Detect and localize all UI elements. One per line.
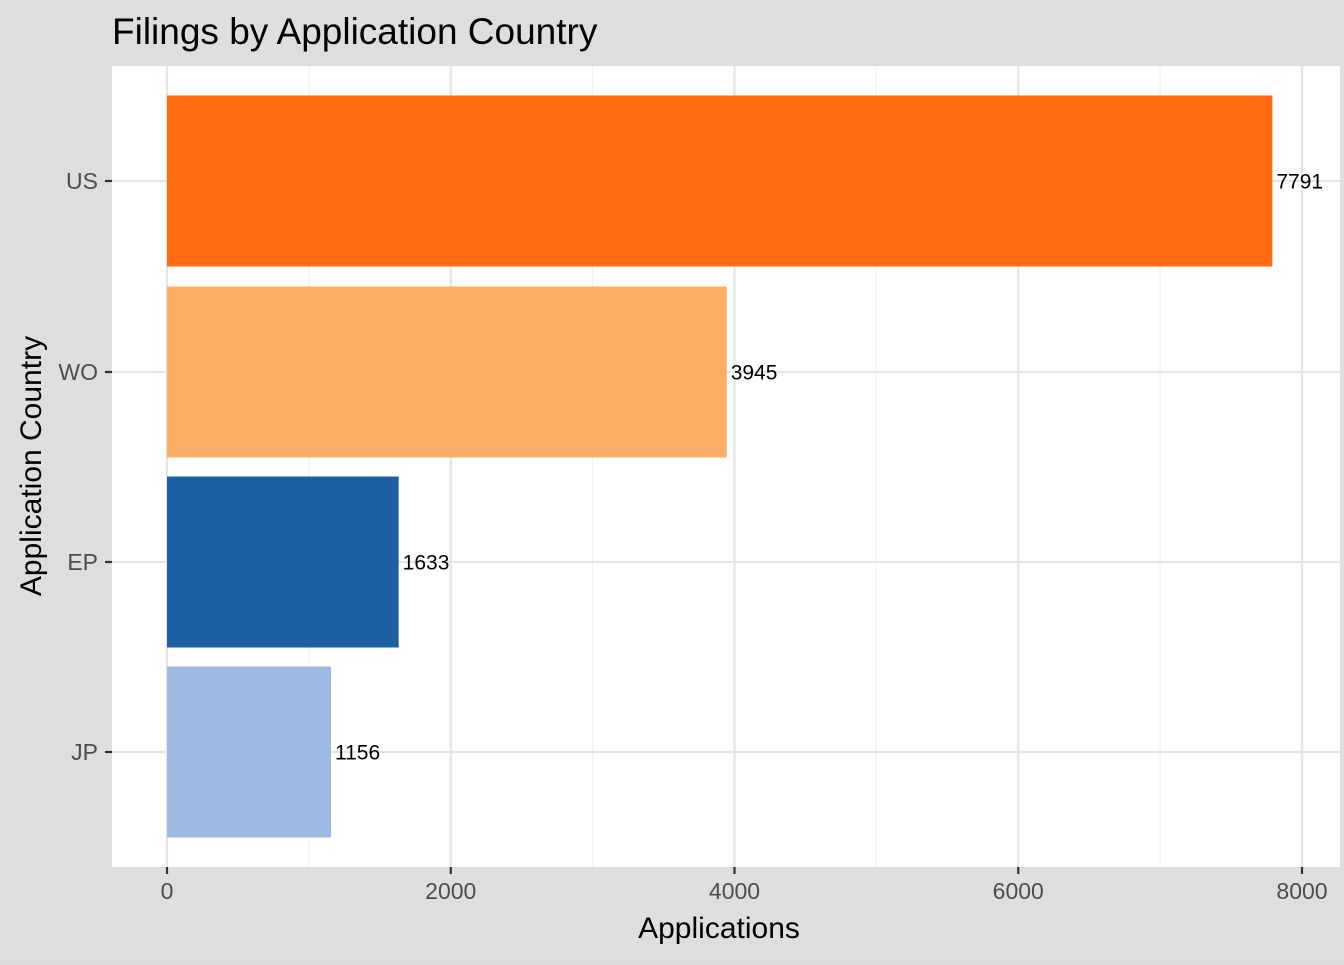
- data-label-us: 7791: [1276, 171, 1323, 194]
- x-tick-label: 0: [161, 878, 174, 904]
- data-label-wo: 3945: [731, 362, 778, 385]
- y-tick-label-wo: WO: [58, 359, 98, 385]
- data-label-ep: 1633: [403, 552, 450, 575]
- chart-title: Filings by Application Country: [112, 11, 598, 52]
- x-tick-label: 2000: [425, 878, 476, 904]
- x-axis-title: Applications: [638, 912, 800, 945]
- y-tick-label-ep: EP: [67, 549, 98, 575]
- bar-wo: [167, 287, 727, 458]
- bar-ep: [167, 477, 399, 648]
- data-label-jp: 1156: [335, 742, 380, 765]
- x-tick-label: 8000: [1276, 878, 1327, 904]
- y-tick-label-jp: JP: [71, 739, 98, 765]
- bar-us: [167, 96, 1272, 267]
- bar-jp: [167, 667, 331, 838]
- y-tick-label-us: US: [66, 168, 98, 194]
- y-axis-title: Application Country: [15, 336, 48, 596]
- x-tick-label: 6000: [993, 878, 1044, 904]
- x-tick-label: 4000: [709, 878, 760, 904]
